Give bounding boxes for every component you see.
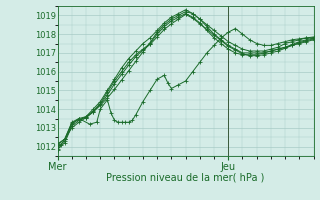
X-axis label: Pression niveau de la mer( hPa ): Pression niveau de la mer( hPa )	[107, 173, 265, 183]
